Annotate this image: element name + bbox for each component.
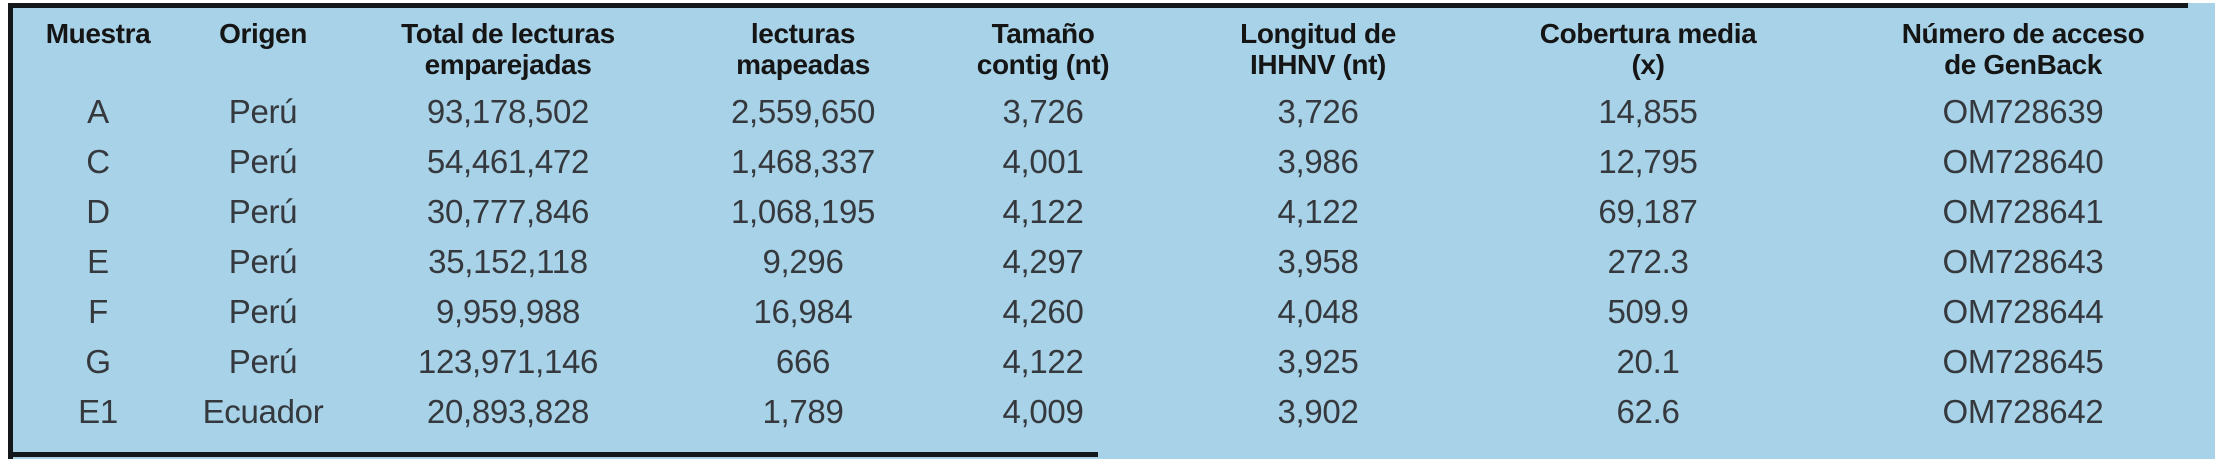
table-cell-longitud-ihhnv: 4,048 <box>1277 292 1359 330</box>
table-cell-tamano-contig: 4,297 <box>1002 242 1084 280</box>
table-row: F Perú 9,959,988 16,984 4,260 4,048 509.9 OM728… <box>8 287 2221 337</box>
table-cell-cobertura-media: 12,795 <box>1598 142 1698 180</box>
table-row: G Perú 123,971,146 666 4,122 3,925 20.1 OM72864… <box>8 337 2221 387</box>
table-cell-tamano-contig: 3,726 <box>1002 92 1084 130</box>
table-cell-origen: Perú <box>228 142 298 180</box>
table-cell-origen: Ecuador <box>202 392 324 430</box>
table-cell-total-lecturas-emparejadas: 9,959,988 <box>435 292 581 330</box>
table-cell-total-lecturas-emparejadas: 20,893,828 <box>426 392 590 430</box>
column-header-numero-acceso-genback: Número de acceso de GenBack <box>1901 18 2145 81</box>
sequencing-results-table: Muestra Origen Total de lecturas emparej… <box>8 3 2215 459</box>
table-row: E Perú 35,152,118 9,296 4,297 3,958 272.3 OM728… <box>8 237 2221 287</box>
table-cell-muestra: D <box>86 192 110 230</box>
table-cell-total-lecturas-emparejadas: 123,971,146 <box>417 342 599 380</box>
table-row: D Perú 30,777,846 1,068,195 4,122 4,122 69,187… <box>8 187 2221 237</box>
table-cell-origen: Perú <box>228 292 298 330</box>
table-cell-total-lecturas-emparejadas: 54,461,472 <box>426 142 590 180</box>
table-cell-muestra: C <box>86 142 110 180</box>
table-cell-lecturas-mapeadas: 666 <box>775 342 831 380</box>
table-cell-muestra: F <box>88 292 108 330</box>
table-cell-origen: Perú <box>228 192 298 230</box>
table-cell-lecturas-mapeadas: 9,296 <box>762 242 844 280</box>
table-cell-cobertura-media: 272.3 <box>1607 242 1689 280</box>
column-header-longitud-ihhnv: Longitud de IHHNV (nt) <box>1240 18 1396 81</box>
table-cell-origen: Perú <box>228 242 298 280</box>
table-cell-longitud-ihhnv: 3,925 <box>1277 342 1359 380</box>
table-cell-lecturas-mapeadas: 1,468,337 <box>730 142 876 180</box>
table-cell-cobertura-media: 62.6 <box>1616 392 1680 430</box>
table-top-border <box>8 3 2188 8</box>
table-cell-numero-acceso-genback: OM728645 <box>1942 342 2104 380</box>
table-row: C Perú 54,461,472 1,468,337 4,001 3,986 12,795… <box>8 137 2221 187</box>
table-cell-numero-acceso-genback: OM728640 <box>1942 142 2104 180</box>
table-cell-cobertura-media: 69,187 <box>1598 192 1698 230</box>
table-cell-tamano-contig: 4,122 <box>1002 342 1084 380</box>
table-cell-longitud-ihhnv: 3,958 <box>1277 242 1359 280</box>
column-header-tamano-contig: Tamaño contig (nt) <box>976 18 1110 81</box>
table-cell-tamano-contig: 4,001 <box>1002 142 1084 180</box>
table-cell-numero-acceso-genback: OM728641 <box>1942 192 2104 230</box>
table-cell-origen: Perú <box>228 342 298 380</box>
table-cell-longitud-ihhnv: 3,902 <box>1277 392 1359 430</box>
column-header-cobertura-media: Cobertura media (x) <box>1539 18 1757 81</box>
table-cell-tamano-contig: 4,009 <box>1002 392 1084 430</box>
table-cell-lecturas-mapeadas: 16,984 <box>753 292 853 330</box>
table-cell-muestra: A <box>87 92 109 130</box>
table-cell-lecturas-mapeadas: 1,068,195 <box>730 192 876 230</box>
table-cell-numero-acceso-genback: OM728642 <box>1942 392 2104 430</box>
table-cell-lecturas-mapeadas: 2,559,650 <box>730 92 876 130</box>
table-cell-numero-acceso-genback: OM728643 <box>1942 242 2104 280</box>
table-cell-numero-acceso-genback: OM728644 <box>1942 292 2104 330</box>
table-cell-tamano-contig: 4,122 <box>1002 192 1084 230</box>
table-cell-total-lecturas-emparejadas: 30,777,846 <box>426 192 590 230</box>
table-row: A Perú 93,178,502 2,559,650 3,726 3,726 14,855… <box>8 87 2221 137</box>
column-header-lecturas-mapeadas: lecturas mapeadas <box>736 18 870 81</box>
table-cell-muestra: E <box>87 242 109 280</box>
column-header-origen: Origen <box>219 18 307 49</box>
table-cell-muestra: G <box>85 342 111 380</box>
table-cell-longitud-ihhnv: 4,122 <box>1277 192 1359 230</box>
table-body: A Perú 93,178,502 2,559,650 3,726 3,726 14,855… <box>8 87 2221 437</box>
table-cell-longitud-ihhnv: 3,726 <box>1277 92 1359 130</box>
table-row: E1 Ecuador 20,893,828 1,789 4,009 3,902 62.6 OM… <box>8 387 2221 437</box>
table-cell-numero-acceso-genback: OM728639 <box>1942 92 2104 130</box>
table-cell-cobertura-media: 509.9 <box>1607 292 1689 330</box>
table-bottom-border <box>8 452 1098 457</box>
table-cell-lecturas-mapeadas: 1,789 <box>762 392 844 430</box>
table-cell-longitud-ihhnv: 3,986 <box>1277 142 1359 180</box>
table-left-border <box>8 3 13 459</box>
data-table: Muestra Origen Total de lecturas emparej… <box>8 10 2221 437</box>
table-cell-tamano-contig: 4,260 <box>1002 292 1084 330</box>
table-cell-cobertura-media: 20.1 <box>1616 342 1680 380</box>
table-cell-total-lecturas-emparejadas: 35,152,118 <box>428 242 588 280</box>
table-cell-muestra: E1 <box>78 392 118 430</box>
table-cell-total-lecturas-emparejadas: 93,178,502 <box>426 92 590 130</box>
header-row: Muestra Origen Total de lecturas emparej… <box>8 10 2221 87</box>
table-cell-origen: Perú <box>228 92 298 130</box>
table-cell-cobertura-media: 14,855 <box>1598 92 1698 130</box>
column-header-total-lecturas-emparejadas: Total de lecturas emparejadas <box>401 18 615 81</box>
column-header-muestra: Muestra <box>45 18 151 49</box>
